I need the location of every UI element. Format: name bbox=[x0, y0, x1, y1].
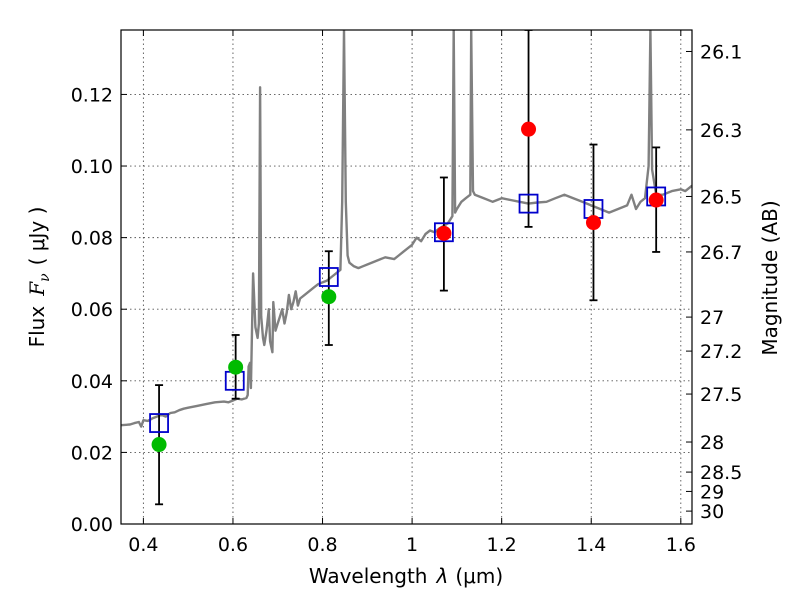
observed-photometry-point bbox=[151, 437, 167, 453]
y2-tick-label: 26.1 bbox=[700, 41, 742, 63]
y-tick-label: 0.12 bbox=[71, 84, 113, 106]
model-photometry-square bbox=[318, 267, 339, 287]
y-axis-label: FluxFν( μJy ) bbox=[25, 207, 53, 348]
observed-photometry-point bbox=[585, 215, 601, 231]
plot-frame bbox=[120, 29, 693, 525]
y-tick-label: 0.02 bbox=[71, 442, 113, 464]
y-tick-label: 0.06 bbox=[71, 299, 113, 321]
y2-tick-label: 27.5 bbox=[700, 384, 742, 406]
y2-tick-label: 30 bbox=[700, 501, 724, 523]
y2-tick-label: 27.2 bbox=[700, 341, 742, 363]
x-tick-label: 1.6 bbox=[666, 534, 696, 556]
y-axis-ticks: 0.00 0.02 0.04 0.06 0.08 0.10 0.12 bbox=[71, 84, 127, 536]
x-tick-label: 0.8 bbox=[307, 534, 337, 556]
observed-photometry-point bbox=[228, 359, 244, 375]
y-tick-label: 0.10 bbox=[71, 156, 113, 178]
x-tick-label: 1 bbox=[406, 534, 418, 556]
spectrum-line bbox=[121, 30, 692, 428]
marker-layer bbox=[149, 121, 667, 453]
y2-tick-label: 29 bbox=[700, 481, 724, 503]
model-photometry-square bbox=[149, 413, 169, 433]
x-tick-label: 0.6 bbox=[218, 534, 248, 556]
spectrum-layer bbox=[121, 30, 692, 428]
y2-tick-label: 28 bbox=[700, 432, 724, 454]
y2-tick-label: 28.5 bbox=[700, 462, 742, 484]
observed-photometry-point bbox=[436, 225, 452, 241]
y2-axis-label: Magnitude (AB) bbox=[758, 200, 782, 355]
observed-photometry-point bbox=[521, 121, 537, 137]
y2-tick-label: 26.5 bbox=[700, 186, 742, 208]
y2-tick-label: 26.3 bbox=[700, 120, 742, 142]
y2-tick-label: 27 bbox=[700, 307, 724, 329]
x-axis-label: Wavelength λ (μm) bbox=[309, 564, 503, 588]
y2-tick-label: 26.7 bbox=[700, 242, 742, 264]
x-axis-ticks: 0.4 0.6 0.8 1 1.2 1.4 1.6 bbox=[128, 30, 696, 556]
observed-photometry-point bbox=[648, 192, 664, 208]
observed-photometry-point bbox=[321, 289, 337, 305]
model-photometry-square bbox=[433, 222, 454, 243]
x-tick-label: 0.4 bbox=[128, 534, 158, 556]
y-tick-label: 0.04 bbox=[71, 371, 113, 393]
x-tick-label: 1.4 bbox=[576, 534, 606, 556]
y-tick-label: 0.00 bbox=[71, 514, 113, 536]
x-tick-label: 1.2 bbox=[487, 534, 517, 556]
model-photometry-square bbox=[518, 193, 539, 214]
y-tick-label: 0.08 bbox=[71, 228, 113, 250]
